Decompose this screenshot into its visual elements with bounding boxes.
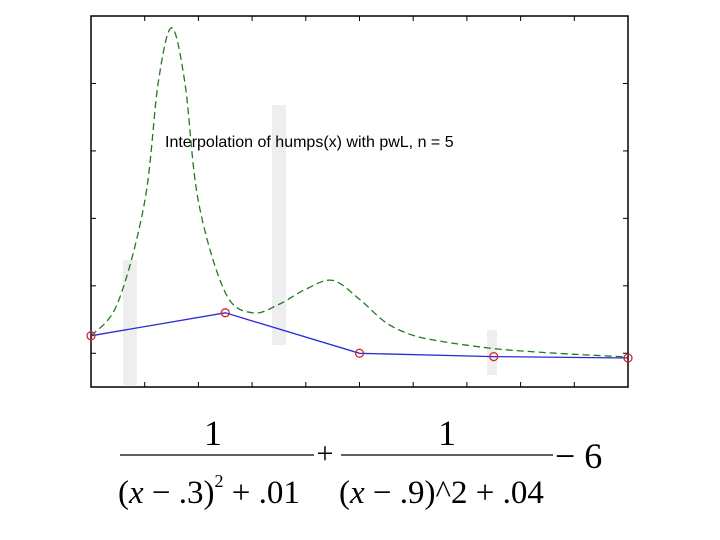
interpolation-node-marker (354, 348, 365, 358)
interpolation-nodes (86, 308, 633, 363)
interpolation-node-marker (623, 353, 633, 363)
interpolation-node-marker (489, 351, 499, 362)
piecewise-linear-line (90, 312, 629, 359)
formula-minus-six: − 6 (555, 436, 602, 476)
formula-numerator-1: 1 (204, 413, 222, 453)
chart-title: Interpolation of humps(x) with pwL, n = … (165, 134, 454, 151)
interpolation-node-marker (86, 331, 96, 341)
axis-ticks (90, 15, 629, 387)
formula-numerator-2: 1 (438, 413, 456, 453)
formula-denominator-1: (x − .3)2 + .01 (118, 471, 300, 511)
formula-plus: + (317, 437, 334, 470)
formula-denominator-2: (x − .9)^2 + .04 (339, 475, 544, 511)
humps-function-line (90, 27, 629, 358)
interpolation-node-marker (220, 308, 230, 318)
